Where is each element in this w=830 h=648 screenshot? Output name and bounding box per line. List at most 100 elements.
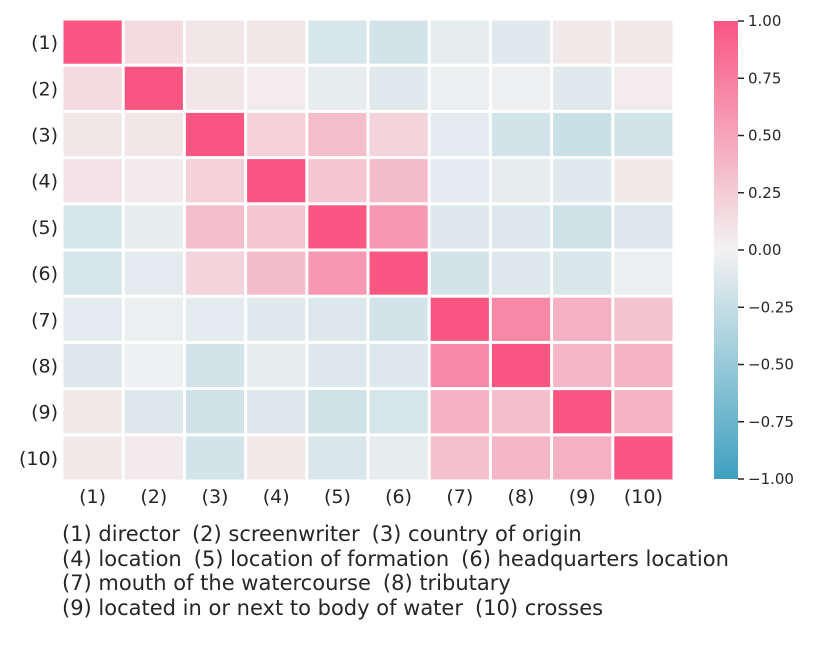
- legend-line-2: (4) location (5) location of formation (6)…: [62, 547, 729, 572]
- colorbar-tick-label-2: 0.75: [748, 69, 781, 87]
- heatmap-cell-2-4: [247, 66, 306, 110]
- heatmap-cell-2-5: [308, 66, 367, 110]
- heatmap-cell-7-5: [308, 297, 367, 341]
- column-label-9: (9): [569, 486, 596, 508]
- heatmap-cell-1-3: [185, 20, 245, 64]
- heatmap-cell-9-1: [63, 390, 122, 434]
- heatmap-cell-8-7: [430, 343, 489, 388]
- heatmap-cell-10-8: [491, 436, 551, 480]
- heatmap-cell-5-4: [247, 205, 306, 249]
- heatmap-cell-3-5: [308, 112, 367, 157]
- heatmap-cell-8-10: [614, 343, 673, 388]
- heatmap-cell-3-9: [553, 112, 612, 157]
- heatmap-cell-3-1: [63, 112, 122, 157]
- legend-item-3: (3) country of origin: [371, 522, 582, 546]
- colorbar-tick-label-9: −1.00: [748, 470, 794, 488]
- heatmap-cell-6-6: [369, 251, 428, 295]
- heatmap-cell-10-4: [247, 436, 306, 480]
- colorbar-tick-label-8: −0.75: [748, 413, 794, 431]
- column-label-2: (2): [140, 486, 167, 508]
- row-label-5: (5): [31, 217, 58, 239]
- column-label-10: (10): [624, 486, 663, 508]
- heatmap-cell-3-4: [247, 112, 306, 157]
- heatmap-cell-6-2: [124, 251, 183, 295]
- legend-line-1: (1) director (2) screenwriter (3) country …: [62, 522, 729, 547]
- heatmap-cell-10-1: [63, 436, 122, 480]
- legend-item-5: (5) location of formation: [193, 546, 450, 571]
- colorbar-tick-label-6: −0.25: [748, 298, 794, 316]
- heatmap-cell-4-2: [124, 159, 183, 203]
- heatmap-cell-6-8: [491, 251, 551, 295]
- heatmap-cell-3-3: [185, 112, 245, 157]
- heatmap-cell-5-1: [63, 205, 122, 249]
- heatmap-cell-3-7: [430, 112, 489, 157]
- heatmap-cell-10-9: [553, 436, 612, 480]
- colorbar-tick-label-4: 0.25: [748, 184, 781, 202]
- heatmap-cell-7-4: [247, 297, 306, 341]
- heatmap-cell-5-7: [430, 205, 489, 249]
- heatmap-cell-9-10: [614, 390, 673, 434]
- heatmap-cell-8-9: [553, 343, 612, 388]
- heatmap-cell-4-7: [430, 159, 489, 203]
- heatmap-cell-1-2: [124, 20, 183, 64]
- colorbar-ticks: 1.00 0.75 0.50 0.25 0.00 −0.25 −0.50 −0.75 −1.00: [738, 12, 794, 488]
- heatmap-cell-6-10: [614, 251, 673, 295]
- heatmap-cell-7-6: [369, 297, 428, 341]
- heatmap-cell-3-8: [491, 112, 551, 157]
- heatmap-cell-8-5: [308, 343, 367, 388]
- heatmap-cell-1-10: [614, 20, 673, 64]
- heatmap-cell-5-8: [491, 205, 551, 249]
- heatmap-cell-6-5: [308, 251, 367, 295]
- heatmap-cell-4-8: [491, 159, 551, 203]
- heatmap-cell-8-1: [63, 343, 122, 388]
- heatmap-cell-1-4: [247, 20, 306, 64]
- heatmap-cell-8-8: [491, 343, 551, 388]
- heatmap-cell-2-6: [369, 66, 428, 110]
- row-label-2: (2): [31, 78, 58, 100]
- heatmap-cell-5-10: [614, 205, 673, 249]
- heatmap-cell-1-1: [63, 20, 122, 64]
- heatmap-cell-1-6: [369, 20, 428, 64]
- heatmap-cell-6-3: [185, 251, 245, 295]
- heatmap-cell-3-10: [614, 112, 673, 157]
- heatmap-cell-5-5: [308, 205, 367, 249]
- column-label-4: (4): [263, 486, 290, 508]
- heatmap-cell-4-4: [247, 159, 306, 203]
- heatmap-cell-6-9: [553, 251, 612, 295]
- colorbar-tick-label-7: −0.50: [748, 356, 794, 374]
- row-label-7: (7): [31, 309, 58, 331]
- column-label-1: (1): [79, 486, 106, 508]
- column-label-5: (5): [324, 486, 351, 508]
- colorbar-tick-label-3: 0.50: [748, 127, 781, 145]
- legend-line-4: (9) located in or next to body of water (…: [62, 596, 729, 621]
- legend-item-9: (9) located in or next to body of water: [62, 595, 463, 620]
- heatmap-cell-8-4: [247, 343, 306, 388]
- row-labels: (1) (2) (3) (4) (5) (6) (7) (8) (9) (10): [19, 32, 58, 470]
- heatmap-cell-9-3: [185, 390, 245, 434]
- heatmap-cell-4-9: [553, 159, 612, 203]
- row-label-9: (9): [31, 402, 58, 424]
- heatmap-cell-2-2: [124, 66, 183, 110]
- colorbar: [714, 21, 738, 479]
- heatmap-cell-3-6: [369, 112, 428, 157]
- row-label-6: (6): [31, 263, 58, 285]
- legend-item-6: (6) headquarters location: [461, 546, 729, 571]
- colorbar-tick-label-5: 0.00: [748, 241, 781, 259]
- heatmap-cell-7-3: [185, 297, 245, 341]
- legend-item-10: (10) crosses: [474, 595, 604, 620]
- row-label-3: (3): [31, 125, 58, 147]
- legend-item-2: (2) screenwriter: [191, 522, 360, 546]
- heatmap-cell-7-7: [430, 297, 489, 341]
- heatmap-cell-4-10: [614, 159, 673, 203]
- heatmap-cell-3-2: [124, 112, 183, 157]
- heatmap-cell-4-5: [308, 159, 367, 203]
- row-label-1: (1): [31, 32, 58, 54]
- heatmap-cell-10-2: [124, 436, 183, 480]
- heatmap-cell-5-6: [369, 205, 428, 249]
- heatmap-cell-9-2: [124, 390, 183, 434]
- heatmap-cell-5-2: [124, 205, 183, 249]
- heatmap-cell-7-8: [491, 297, 551, 341]
- column-label-7: (7): [446, 486, 473, 508]
- heatmap-cell-2-8: [491, 66, 551, 110]
